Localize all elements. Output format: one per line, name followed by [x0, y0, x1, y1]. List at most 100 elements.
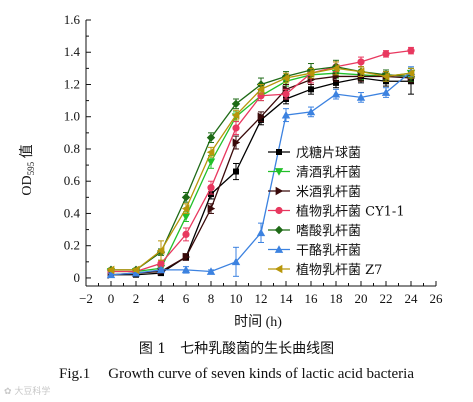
x-tick-label: −2	[79, 291, 93, 306]
legend-marker	[276, 149, 282, 155]
data-point	[206, 133, 216, 142]
x-tick-label: 16	[305, 291, 319, 306]
data-point	[381, 72, 390, 81]
data-point	[256, 85, 265, 94]
figure-title-chinese: 七种乳酸菌的生长曲线图	[180, 341, 335, 357]
legend-label: 干酪乳杆菌	[296, 243, 361, 259]
y-tick-label: 1.2	[64, 76, 80, 91]
data-point	[382, 50, 390, 58]
data-point	[206, 267, 216, 275]
data-point	[232, 138, 241, 147]
chart-area: 0 0.2 0.4 0.6 0.8 1.0 1.2 1.4 1.6 −2 0 2 4 6 8 10 12 14 16…	[19, 12, 443, 330]
legend-label: 米酒乳杆菌	[296, 185, 361, 200]
legend-marker	[274, 225, 284, 235]
x-tick-label: 10	[230, 291, 243, 306]
y-axis-label-sub: 595	[26, 161, 36, 175]
x-tick-label: 8	[208, 291, 215, 306]
data-point	[356, 93, 366, 101]
figure-caption-chinese: 图 1 七种乳酸菌的生长曲线图	[0, 338, 473, 358]
data-point	[106, 265, 115, 275]
data-point	[231, 110, 240, 120]
figure-caption-english: Fig.1 Growth curve of seven kinds of lact…	[0, 366, 473, 383]
legend-marker	[274, 264, 283, 274]
x-axis-label: 时间 (h)	[234, 314, 282, 330]
data-point	[131, 268, 141, 277]
data-point	[356, 67, 365, 76]
data-point	[306, 107, 316, 116]
legend-item-2: 清酒乳杆菌	[268, 166, 361, 181]
x-tick-label: 18	[330, 291, 343, 306]
legend-label: 嗜酸乳杆菌	[296, 224, 361, 239]
data-point	[308, 86, 314, 93]
data-point	[331, 89, 341, 98]
figure-title-english: Growth curve of seven kinds of lactic ac…	[108, 366, 414, 382]
x-tick-label: 24	[405, 291, 419, 306]
legend-item-4: 植物乳杆菌 CY1-1	[268, 205, 405, 220]
y-axis-label-suffix: 值	[19, 144, 35, 162]
data-point	[157, 259, 165, 268]
data-point	[181, 213, 191, 221]
x-tick-label: 6	[183, 291, 190, 306]
data-point	[207, 204, 216, 213]
x-tick-label: 14	[280, 291, 294, 306]
figure-number-english: Fig.1	[59, 366, 91, 382]
legend-marker	[274, 168, 284, 176]
data-point	[181, 204, 190, 213]
series-7	[106, 61, 415, 275]
data-point	[282, 90, 290, 98]
x-tick-label: 26	[430, 291, 444, 306]
data-point	[156, 246, 165, 255]
y-axis-label: OD595 值	[19, 144, 36, 195]
y-tick-label: 0.6	[64, 173, 81, 188]
series-line	[110, 75, 412, 276]
data-point	[406, 69, 415, 78]
y-tick-label: 1.4	[64, 44, 81, 59]
y-tick-label: 1.0	[64, 109, 80, 124]
legend-label: 清酒乳杆菌	[296, 166, 361, 181]
watermark: ✿ 大豆科学	[4, 384, 50, 397]
legend-item-6: 干酪乳杆菌	[268, 243, 361, 259]
x-tick-label: 4	[158, 291, 165, 306]
legend-label: 戊糖片球菌	[296, 145, 361, 161]
growth-curve-chart: 00.20.40.60.81.01.21.41.6−2 0 2 4 6 8 10 12 14 16…	[19, 12, 443, 330]
legend-marker	[275, 206, 283, 215]
data-point	[156, 265, 166, 274]
axes-layer: 00.20.40.60.81.01.21.41.6−2 0 2 4 6 8 10 12 14 16…	[64, 12, 443, 306]
series-3	[107, 71, 416, 279]
data-point	[407, 47, 415, 55]
legend-label: 植物乳杆菌 CY1-1	[296, 205, 405, 220]
y-tick-label: 0.4	[64, 205, 81, 220]
data-point	[206, 147, 215, 157]
watermark-logo-icon: ✿	[4, 387, 12, 397]
series-line	[110, 71, 412, 276]
data-point	[281, 110, 291, 119]
x-tick-label: 22	[380, 291, 393, 306]
series-6	[106, 66, 416, 279]
data-point	[231, 257, 241, 266]
series-layer	[106, 46, 416, 279]
figure-number-chinese: 图 1	[138, 341, 167, 357]
data-point	[306, 69, 315, 78]
y-tick-label: 1.6	[64, 12, 81, 27]
y-tick-label: 0	[74, 270, 81, 285]
data-point	[182, 230, 190, 239]
y-axis-label-main: OD	[20, 175, 35, 195]
data-point	[181, 265, 191, 274]
data-point	[106, 270, 116, 279]
y-tick-label: 0.2	[64, 238, 80, 253]
watermark-text: 大豆科学	[14, 387, 51, 397]
x-tick-label: 12	[255, 291, 268, 306]
data-point	[181, 193, 191, 202]
legend-item-1: 戊糖片球菌	[268, 145, 361, 161]
y-tick-label: 0.8	[64, 141, 80, 156]
data-point	[357, 58, 365, 66]
data-point	[331, 64, 340, 73]
x-tick-label: 2	[133, 291, 140, 306]
data-point	[231, 99, 241, 109]
x-tick-label: 20	[355, 291, 368, 306]
legend-marker	[275, 186, 284, 196]
legend-marker	[274, 245, 284, 253]
data-point	[257, 112, 266, 121]
data-point	[333, 79, 339, 86]
